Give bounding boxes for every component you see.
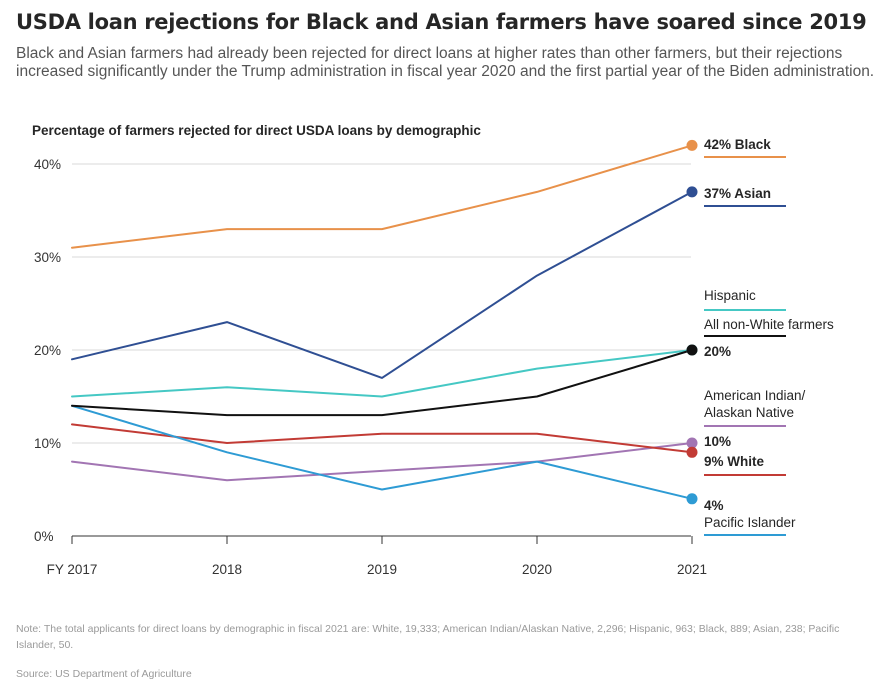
source-note: Source: US Department of Agriculture	[16, 668, 192, 680]
grid: 0% 10% 20% 30% 40%	[34, 157, 691, 544]
end-point-pacific	[686, 493, 698, 505]
series-line-black	[71, 144, 693, 249]
series-line-hispanic	[71, 349, 693, 398]
label-black: 42% Black	[704, 137, 771, 152]
series-line-amind	[71, 442, 693, 482]
line-chart: 0% 10% 20% 30% 40% FY 2017 2018 2019 2020 2021 4…	[34, 137, 834, 577]
x-axis: FY 2017 2018 2019 2020 2021	[47, 535, 707, 577]
label-nonwhite-value: 20%	[704, 344, 731, 359]
label-asian: 37% Asian	[704, 186, 771, 201]
x-tick-label: FY 2017	[47, 562, 98, 577]
label-hispanic: Hispanic	[704, 288, 756, 303]
end-point-asian	[686, 186, 698, 198]
label-pacific-value: 4%	[704, 498, 724, 513]
end-point-nonwhite	[686, 344, 698, 356]
label-amind-value: 10%	[704, 434, 731, 449]
chart-heading: Percentage of farmers rejected for direc…	[32, 123, 481, 138]
end-point-white	[686, 446, 698, 458]
series-lines	[71, 139, 698, 505]
y-tick-label: 10%	[34, 436, 61, 451]
label-white: 9% White	[704, 454, 764, 469]
x-tick-label: 2018	[212, 562, 242, 577]
label-nonwhite: All non-White farmers	[704, 317, 834, 332]
footnote: Note: The total applicants for direct lo…	[16, 623, 840, 651]
series-line-pacific	[71, 404, 693, 500]
x-tick-label: 2020	[522, 562, 552, 577]
end-point-black	[686, 139, 698, 151]
label-amind-line1: American Indian/	[704, 388, 806, 403]
y-tick-label: 40%	[34, 157, 61, 172]
y-tick-label: 20%	[34, 343, 61, 358]
label-amind-line2: Alaskan Native	[704, 405, 794, 420]
y-tick-label: 30%	[34, 250, 61, 265]
series-line-white	[71, 423, 693, 454]
chart-title: USDA loan rejections for Black and Asian…	[16, 10, 867, 34]
chart-subtitle: Black and Asian farmers had already been…	[16, 45, 875, 80]
x-tick-label: 2019	[367, 562, 397, 577]
end-point-amind	[686, 437, 698, 449]
y-tick-label: 0%	[34, 529, 54, 544]
series-line-asian	[71, 190, 693, 379]
legend: 42% Black 37% Asian Hispanic All non-White …	[704, 137, 834, 536]
x-tick-label: 2021	[677, 562, 707, 577]
series-line-nonwhite	[71, 349, 693, 417]
label-pacific: Pacific Islander	[704, 515, 796, 530]
